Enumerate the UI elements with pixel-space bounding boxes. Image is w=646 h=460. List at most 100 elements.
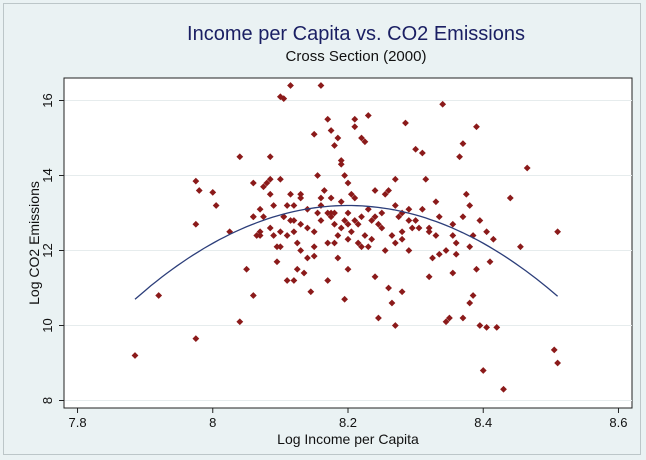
chart-title: Income per Capita vs. CO2 Emissions	[187, 23, 525, 45]
data-point	[469, 292, 477, 299]
data-point	[466, 243, 474, 251]
data-point	[381, 190, 389, 198]
quadratic-fit-line	[134, 204, 559, 300]
x-tick-label: 8.4	[474, 415, 492, 430]
x-tick-label: 8.2	[339, 415, 357, 430]
data-point	[341, 172, 349, 179]
data-point	[297, 194, 305, 202]
data-point	[371, 187, 379, 194]
data-point	[391, 322, 399, 329]
data-point	[385, 187, 392, 194]
data-point	[371, 273, 379, 281]
data-point	[337, 157, 345, 164]
data-point	[351, 217, 359, 224]
data-point	[236, 153, 244, 161]
data-point	[391, 175, 399, 183]
data-point	[249, 292, 257, 299]
chart-subtitle: Cross Section (2000)	[286, 48, 427, 65]
data-point	[476, 322, 484, 329]
data-point	[554, 359, 562, 367]
data-point	[266, 153, 274, 161]
data-point	[263, 179, 271, 187]
data-point	[314, 209, 321, 217]
data-point	[415, 224, 423, 232]
data-point	[385, 284, 392, 292]
data-point	[381, 247, 389, 254]
data-point	[341, 295, 349, 303]
data-point	[347, 228, 355, 236]
data-point	[256, 205, 264, 213]
data-point	[398, 228, 406, 236]
data-point	[260, 213, 267, 221]
data-point	[331, 142, 338, 149]
data-point	[344, 179, 352, 187]
data-point	[476, 217, 484, 224]
data-point	[523, 164, 531, 172]
data-point	[270, 232, 278, 239]
data-point	[479, 367, 487, 374]
data-point	[449, 232, 457, 239]
data-point	[300, 269, 308, 277]
data-point	[283, 202, 291, 209]
y-tick-label: 10	[40, 318, 55, 332]
data-point	[155, 292, 163, 299]
data-point	[452, 250, 460, 258]
x-axis-label: Log Income per Capita	[277, 431, 419, 447]
data-point	[273, 243, 281, 251]
data-point	[293, 239, 301, 247]
data-point	[442, 247, 450, 254]
data-point	[378, 224, 386, 232]
data-point	[256, 232, 264, 239]
data-point	[324, 115, 332, 123]
data-point	[195, 187, 203, 194]
data-point	[432, 198, 440, 206]
data-point	[391, 239, 399, 247]
data-point	[550, 346, 558, 354]
data-point	[290, 228, 298, 236]
data-point	[266, 190, 274, 198]
data-point	[324, 209, 332, 217]
data-point	[493, 323, 501, 331]
data-point	[297, 220, 305, 228]
data-point	[327, 127, 335, 134]
data-point	[375, 220, 382, 228]
data-point	[334, 134, 342, 142]
data-point	[466, 202, 474, 209]
data-point	[368, 217, 376, 224]
data-point	[446, 314, 453, 322]
data-point	[439, 100, 447, 108]
scatter-chart: Income per Capita vs. CO2 Emissions Cros…	[26, 23, 633, 447]
data-point	[432, 232, 440, 239]
y-axis-ticks: 8 10 12 14 16	[40, 93, 64, 404]
data-point	[358, 243, 365, 251]
data-point	[287, 217, 294, 224]
data-point	[375, 314, 382, 322]
data-point	[297, 190, 305, 198]
data-point	[266, 175, 274, 183]
y-tick-label: 14	[40, 168, 55, 182]
data-point	[358, 213, 365, 221]
data-point	[290, 277, 298, 284]
scatter-points	[131, 82, 562, 393]
y-tick-label: 12	[40, 243, 55, 257]
data-point	[280, 95, 288, 103]
data-point	[405, 247, 413, 254]
data-point	[131, 352, 139, 359]
data-point	[283, 232, 291, 239]
data-point	[256, 228, 264, 236]
data-point	[459, 140, 467, 148]
data-point	[456, 153, 463, 161]
x-tick-label: 7.8	[68, 415, 86, 430]
x-tick-label: 8.6	[609, 415, 627, 430]
data-point	[452, 239, 460, 247]
data-point	[327, 194, 335, 202]
data-point	[371, 213, 379, 221]
data-point	[354, 239, 362, 247]
data-point	[317, 82, 325, 89]
data-point	[270, 202, 278, 209]
data-point	[317, 194, 325, 202]
y-tick-label: 8	[40, 397, 55, 404]
chart-frame: Income per Capita vs. CO2 Emissions Cros…	[3, 3, 641, 455]
data-point	[395, 213, 403, 221]
data-point	[324, 239, 332, 247]
